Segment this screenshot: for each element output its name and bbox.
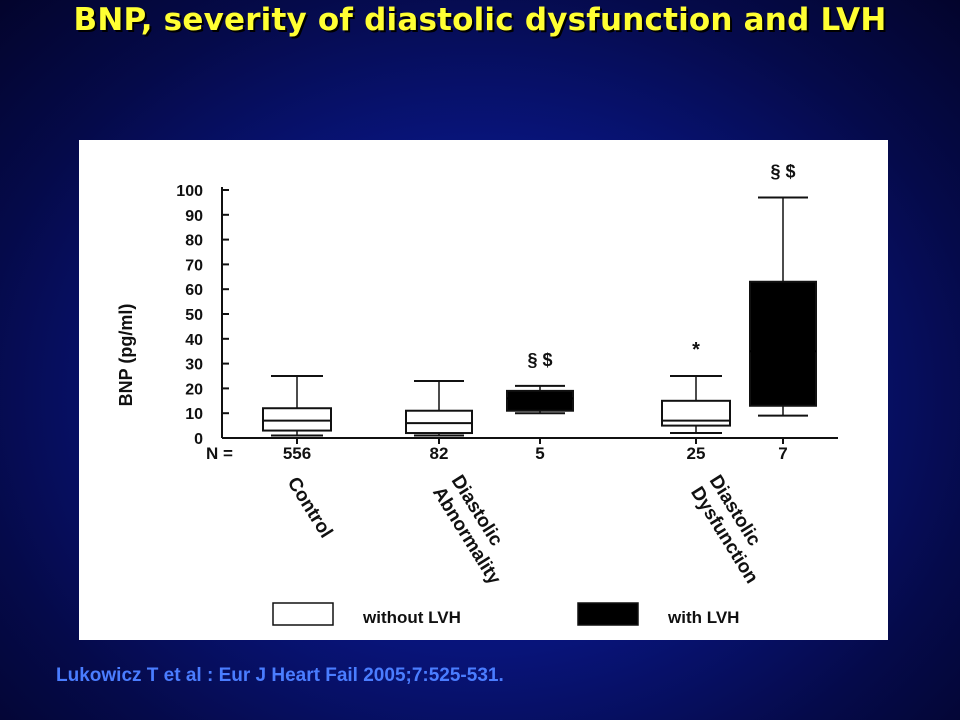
y-tick-label: 100 — [176, 183, 203, 200]
n-value: 82 — [430, 444, 449, 463]
legend-swatch — [272, 602, 334, 626]
n-value: 7 — [778, 444, 787, 463]
box-iqr — [262, 407, 332, 432]
y-tick-label: 80 — [185, 233, 203, 250]
box-iqr — [661, 399, 731, 427]
y-tick-label: 70 — [185, 257, 203, 274]
box-iqr — [749, 280, 817, 407]
legend-swatch — [577, 602, 639, 626]
y-tick-label: 90 — [185, 208, 203, 225]
significance-annotation: § $ — [527, 350, 552, 370]
slide-title: BNP, severity of diastolic dysfunction a… — [73, 2, 887, 38]
boxplot-figure: BNP (pg/ml) N = 0 10 20 30 40 50 60 70 80 90 100 5… — [79, 140, 888, 640]
y-tick-label: 20 — [185, 381, 203, 398]
y-tick-label: 30 — [185, 357, 203, 374]
significance-annotation: * — [692, 339, 700, 361]
y-tick-label: 50 — [185, 307, 203, 324]
boxplot-chart: BNP (pg/ml) N = 0 10 20 30 40 50 60 70 80 90 100 5… — [116, 161, 838, 627]
y-tick-label: 10 — [185, 406, 203, 423]
n-value: 5 — [535, 444, 544, 463]
y-tick-label: 40 — [185, 332, 203, 349]
n-value: 556 — [283, 444, 311, 463]
y-tick-label: 60 — [185, 282, 203, 299]
legend-label: with LVH — [667, 608, 739, 627]
box-iqr — [506, 389, 574, 412]
significance-annotation: § $ — [770, 161, 795, 181]
n-value: 25 — [687, 444, 706, 463]
group-label: Control — [283, 474, 337, 542]
group-label-line: Control — [283, 474, 337, 542]
box-iqr — [405, 409, 473, 435]
y-tick-label: 0 — [194, 431, 203, 448]
y-axis-label: BNP (pg/ml) — [116, 304, 136, 407]
n-label: N = — [206, 444, 233, 463]
citation: Lukowicz T et al : Eur J Heart Fail 2005… — [56, 665, 504, 686]
legend-label: without LVH — [362, 608, 461, 627]
